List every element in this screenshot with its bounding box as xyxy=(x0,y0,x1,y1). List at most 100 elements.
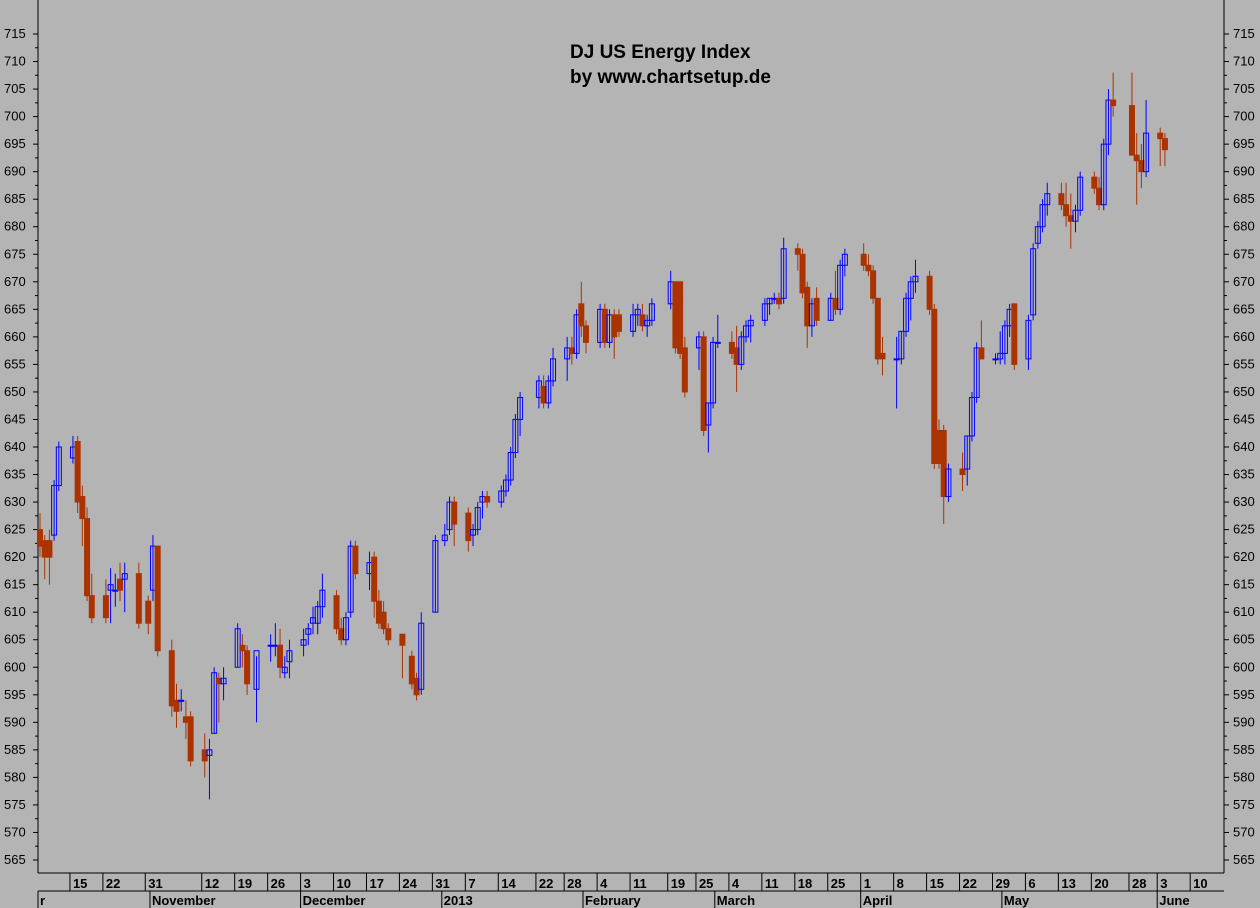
candle xyxy=(1110,72,1117,117)
candle xyxy=(710,336,717,409)
y-tick-label-left: 660 xyxy=(4,329,26,344)
candle-body-down xyxy=(168,650,175,707)
y-tick-label-left: 705 xyxy=(4,81,26,96)
candle-body-up xyxy=(1034,226,1041,244)
x-month-label: 2013 xyxy=(444,893,473,908)
x-date-label: 12 xyxy=(205,876,219,891)
candle-body-up xyxy=(206,749,213,756)
candle xyxy=(220,667,227,701)
candle xyxy=(912,259,919,293)
candle xyxy=(46,529,53,585)
candle xyxy=(37,513,43,558)
candle xyxy=(615,309,622,337)
candle xyxy=(893,336,900,409)
candle xyxy=(780,237,787,304)
candle-body-down xyxy=(371,556,378,602)
x-date-label: 20 xyxy=(1094,876,1108,891)
candle xyxy=(799,248,806,299)
x-month-label: April xyxy=(863,893,893,908)
y-tick-label-left: 610 xyxy=(4,604,26,619)
candle xyxy=(775,292,782,310)
y-tick-label-right: 670 xyxy=(1233,274,1255,289)
x-date-label: 24 xyxy=(402,876,417,891)
candle xyxy=(84,507,91,602)
y-tick-label-left: 700 xyxy=(4,109,26,124)
candle xyxy=(319,573,326,618)
x-date-label: 25 xyxy=(699,876,713,891)
candle xyxy=(1077,171,1084,216)
y-tick-label-right: 685 xyxy=(1233,191,1255,206)
candle-body-down xyxy=(870,270,877,299)
y-tick-label-left: 635 xyxy=(4,467,26,482)
candle-body-down xyxy=(874,297,881,360)
x-date-label: 26 xyxy=(271,876,285,891)
candle xyxy=(178,689,185,712)
candle xyxy=(907,276,914,321)
candle-body-up xyxy=(705,402,712,426)
candle xyxy=(342,612,349,646)
y-tick-label-right: 605 xyxy=(1233,632,1255,647)
candle xyxy=(1161,133,1168,167)
candle xyxy=(870,265,877,304)
candle xyxy=(550,347,557,387)
y-tick-label-right: 635 xyxy=(1233,467,1255,482)
candle-body-up xyxy=(432,540,439,613)
candle xyxy=(79,485,86,547)
candle xyxy=(470,524,477,547)
candle xyxy=(300,628,307,657)
candle xyxy=(484,491,491,508)
y-tick-label-left: 645 xyxy=(4,411,26,426)
candle xyxy=(794,243,801,271)
y-tick-label-left: 585 xyxy=(4,742,26,757)
y-tick-label-left: 690 xyxy=(4,164,26,179)
candle-body-down xyxy=(102,595,109,619)
candle xyxy=(333,590,340,635)
candle xyxy=(573,309,580,359)
x-month-label: May xyxy=(1004,893,1030,908)
candle-body-down xyxy=(244,650,251,685)
y-tick-label-left: 570 xyxy=(4,824,26,839)
candle-body-down xyxy=(582,325,589,343)
candle-body-down xyxy=(74,440,81,503)
candle-body-down xyxy=(1058,193,1065,206)
y-tick-label-right: 590 xyxy=(1233,714,1255,729)
candle-body-up xyxy=(211,672,218,734)
y-tick-label-left: 685 xyxy=(4,191,26,206)
candle xyxy=(277,628,284,679)
y-tick-label-right: 660 xyxy=(1233,329,1255,344)
x-month-label: r xyxy=(40,893,45,908)
y-tick-label-right: 620 xyxy=(1233,549,1255,564)
candle-body-up xyxy=(738,336,745,365)
x-date-label: 25 xyxy=(831,876,845,891)
y-tick-label-right: 565 xyxy=(1233,852,1255,867)
candle-body-down xyxy=(135,573,142,624)
candle xyxy=(766,297,773,315)
candle-body-down xyxy=(1128,105,1135,156)
x-date-label: 4 xyxy=(600,876,608,891)
y-axis-left: 715 710 705 700 695 690 685 680 675 670 665 660 655 6… xyxy=(4,0,39,875)
y-tick-label-left: 605 xyxy=(4,632,26,647)
candle xyxy=(1034,221,1041,249)
x-date-label: 19 xyxy=(671,876,685,891)
candle-body-up xyxy=(319,589,326,608)
candle xyxy=(145,595,152,635)
candle-body-up xyxy=(474,507,481,531)
candle xyxy=(502,474,509,497)
x-date-label: 29 xyxy=(995,876,1009,891)
candle-body-up xyxy=(898,330,905,360)
y-tick-label-left: 670 xyxy=(4,274,26,289)
candle-body-up xyxy=(893,358,900,361)
candle xyxy=(747,314,754,343)
candle xyxy=(112,573,119,607)
candle xyxy=(1063,182,1070,227)
candle xyxy=(74,435,81,514)
candle-body-up xyxy=(968,396,975,437)
chart-title: DJ US Energy Index xyxy=(570,42,751,63)
candle xyxy=(545,375,552,409)
candle-body-down xyxy=(959,468,966,476)
x-month-label: December xyxy=(303,893,366,908)
candle-body-up xyxy=(441,534,448,542)
y-tick-label-left: 695 xyxy=(4,136,26,151)
candle xyxy=(408,650,415,690)
candle xyxy=(211,667,218,734)
